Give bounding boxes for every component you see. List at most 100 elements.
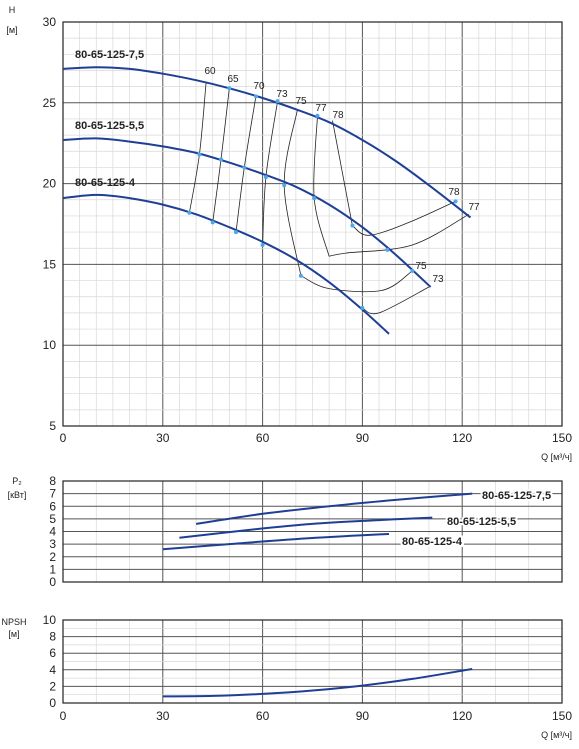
efficiency-point bbox=[282, 183, 287, 188]
power-curve-80-65-125-4 bbox=[162, 533, 390, 551]
y-tick-label: 25 bbox=[43, 96, 57, 110]
efficiency-line-77 bbox=[313, 115, 330, 257]
y-tick-label: 0 bbox=[49, 696, 56, 710]
y-tick-label: 2 bbox=[49, 550, 56, 564]
efficiency-point bbox=[453, 199, 458, 204]
y-tick-label: 15 bbox=[43, 257, 57, 271]
plot-frame bbox=[62, 619, 563, 704]
efficiency-point bbox=[350, 223, 355, 228]
efficiency-line-75 bbox=[283, 109, 302, 276]
series-label-80-65-125-7,5: 80-65-125-7,5 bbox=[75, 49, 144, 61]
y-tick-label: 1 bbox=[49, 562, 56, 576]
efficiency-line-73 bbox=[362, 286, 430, 315]
efficiency-label-75: 75 bbox=[295, 96, 307, 107]
efficiency-label-78: 78 bbox=[448, 187, 460, 198]
x-tick-label: 90 bbox=[356, 709, 370, 723]
efficiency-line-73 bbox=[262, 101, 278, 246]
efficiency-label-78: 78 bbox=[332, 110, 344, 121]
efficiency-point bbox=[263, 175, 268, 180]
power-curve-80-65-125-5,5 bbox=[179, 516, 433, 539]
series-label-80-65-125-5,5: 80-65-125-5,5 bbox=[75, 120, 144, 132]
y-tick-label: 10 bbox=[43, 613, 57, 627]
series-label-80-65-125-5,5: 80-65-125-5,5 bbox=[447, 516, 516, 528]
x-tick-label: 60 bbox=[256, 431, 270, 445]
head-curve-80-65-125-7,5 bbox=[62, 66, 472, 219]
efficiency-point bbox=[410, 268, 415, 273]
efficiency-point bbox=[210, 220, 215, 225]
efficiency-point bbox=[227, 86, 232, 91]
y-tick-label: 0 bbox=[49, 575, 56, 589]
efficiency-point bbox=[197, 152, 202, 157]
y-tick-label: 6 bbox=[49, 646, 56, 660]
efficiency-point bbox=[315, 113, 320, 118]
x-axis-label: Q [м³/ч] bbox=[541, 452, 572, 462]
x-axis-label: Q [м³/ч] bbox=[541, 730, 572, 740]
y-tick-label: 30 bbox=[43, 15, 57, 29]
efficiency-line-75-right bbox=[300, 270, 413, 293]
efficiency-label-65: 65 bbox=[227, 74, 239, 85]
efficiency-label-60: 60 bbox=[204, 66, 216, 77]
efficiency-point bbox=[253, 94, 258, 99]
efficiency-line-77-right bbox=[329, 213, 470, 257]
efficiency-line-78 bbox=[332, 120, 353, 226]
y-axis-label: H bbox=[9, 5, 16, 15]
efficiency-point bbox=[219, 157, 224, 162]
efficiency-point bbox=[242, 165, 247, 170]
y-tick-label: 6 bbox=[49, 499, 56, 513]
efficiency-point bbox=[360, 306, 365, 311]
y-tick-label: 7 bbox=[49, 487, 56, 501]
y-tick-label: 4 bbox=[49, 525, 56, 539]
x-tick-label: 60 bbox=[256, 709, 270, 723]
npsh-chart: 0 2 4 6 8 10 0 30 60 90 120 150 NPSH [м] Q [м³/ч] bbox=[1, 613, 572, 740]
x-tick-label: 0 bbox=[60, 431, 67, 445]
efficiency-label-73: 73 bbox=[276, 89, 288, 100]
x-tick-label: 0 bbox=[60, 709, 67, 723]
y-tick-label: 8 bbox=[49, 474, 56, 488]
x-tick-label: 120 bbox=[452, 709, 472, 723]
npsh-curve bbox=[162, 668, 473, 698]
efficiency-label-70: 70 bbox=[253, 81, 265, 92]
efficiency-point bbox=[275, 99, 280, 104]
efficiency-label-77: 77 bbox=[468, 202, 480, 213]
head-curve-80-65-125-4 bbox=[62, 193, 390, 335]
efficiency-label-77: 77 bbox=[315, 103, 327, 114]
series-label-80-65-125-4: 80-65-125-4 bbox=[402, 536, 463, 548]
x-tick-label: 90 bbox=[356, 431, 370, 445]
y-axis-unit: [м] bbox=[8, 629, 19, 639]
y-tick-label: 20 bbox=[43, 177, 57, 191]
series-label-80-65-125-7,5: 80-65-125-7,5 bbox=[482, 490, 551, 502]
efficiency-point bbox=[298, 273, 303, 278]
head-chart: 5 10 15 20 25 30 0 30 60 90 120 150 H [м] Q [м³/ч] 80-6… bbox=[6, 5, 572, 462]
x-tick-label: 30 bbox=[156, 709, 170, 723]
efficiency-point bbox=[312, 196, 317, 201]
efficiency-line-78-right bbox=[352, 201, 456, 236]
efficiency-line-65 bbox=[212, 88, 230, 223]
y-axis-unit: [м] bbox=[6, 25, 17, 35]
y-tick-label: 10 bbox=[43, 338, 57, 352]
y-tick-label: 5 bbox=[49, 512, 56, 526]
efficiency-point bbox=[187, 210, 192, 215]
efficiency-point bbox=[385, 247, 390, 252]
efficiency-label-73: 73 bbox=[432, 274, 444, 285]
y-axis-unit: [кВт] bbox=[8, 490, 27, 500]
x-tick-label: 30 bbox=[156, 431, 170, 445]
x-tick-label: 150 bbox=[552, 431, 572, 445]
x-tick-label: 120 bbox=[452, 431, 472, 445]
y-tick-label: 3 bbox=[49, 537, 56, 551]
power-curve-80-65-125-7,5 bbox=[195, 492, 473, 525]
y-tick-label: 2 bbox=[49, 679, 56, 693]
efficiency-point bbox=[233, 230, 238, 235]
y-tick-label: 8 bbox=[49, 630, 56, 644]
series-label-80-65-125-4: 80-65-125-4 bbox=[75, 177, 136, 189]
efficiency-point bbox=[260, 243, 265, 248]
plot-frame bbox=[62, 480, 563, 583]
plot-frame bbox=[62, 21, 563, 427]
x-tick-label: 150 bbox=[552, 709, 572, 723]
y-tick-label: 4 bbox=[49, 663, 56, 677]
y-tick-label: 5 bbox=[49, 419, 56, 433]
y-axis-label: NPSH bbox=[1, 617, 26, 627]
efficiency-label-75: 75 bbox=[415, 261, 427, 272]
y-axis-label: P₂ bbox=[12, 476, 22, 486]
